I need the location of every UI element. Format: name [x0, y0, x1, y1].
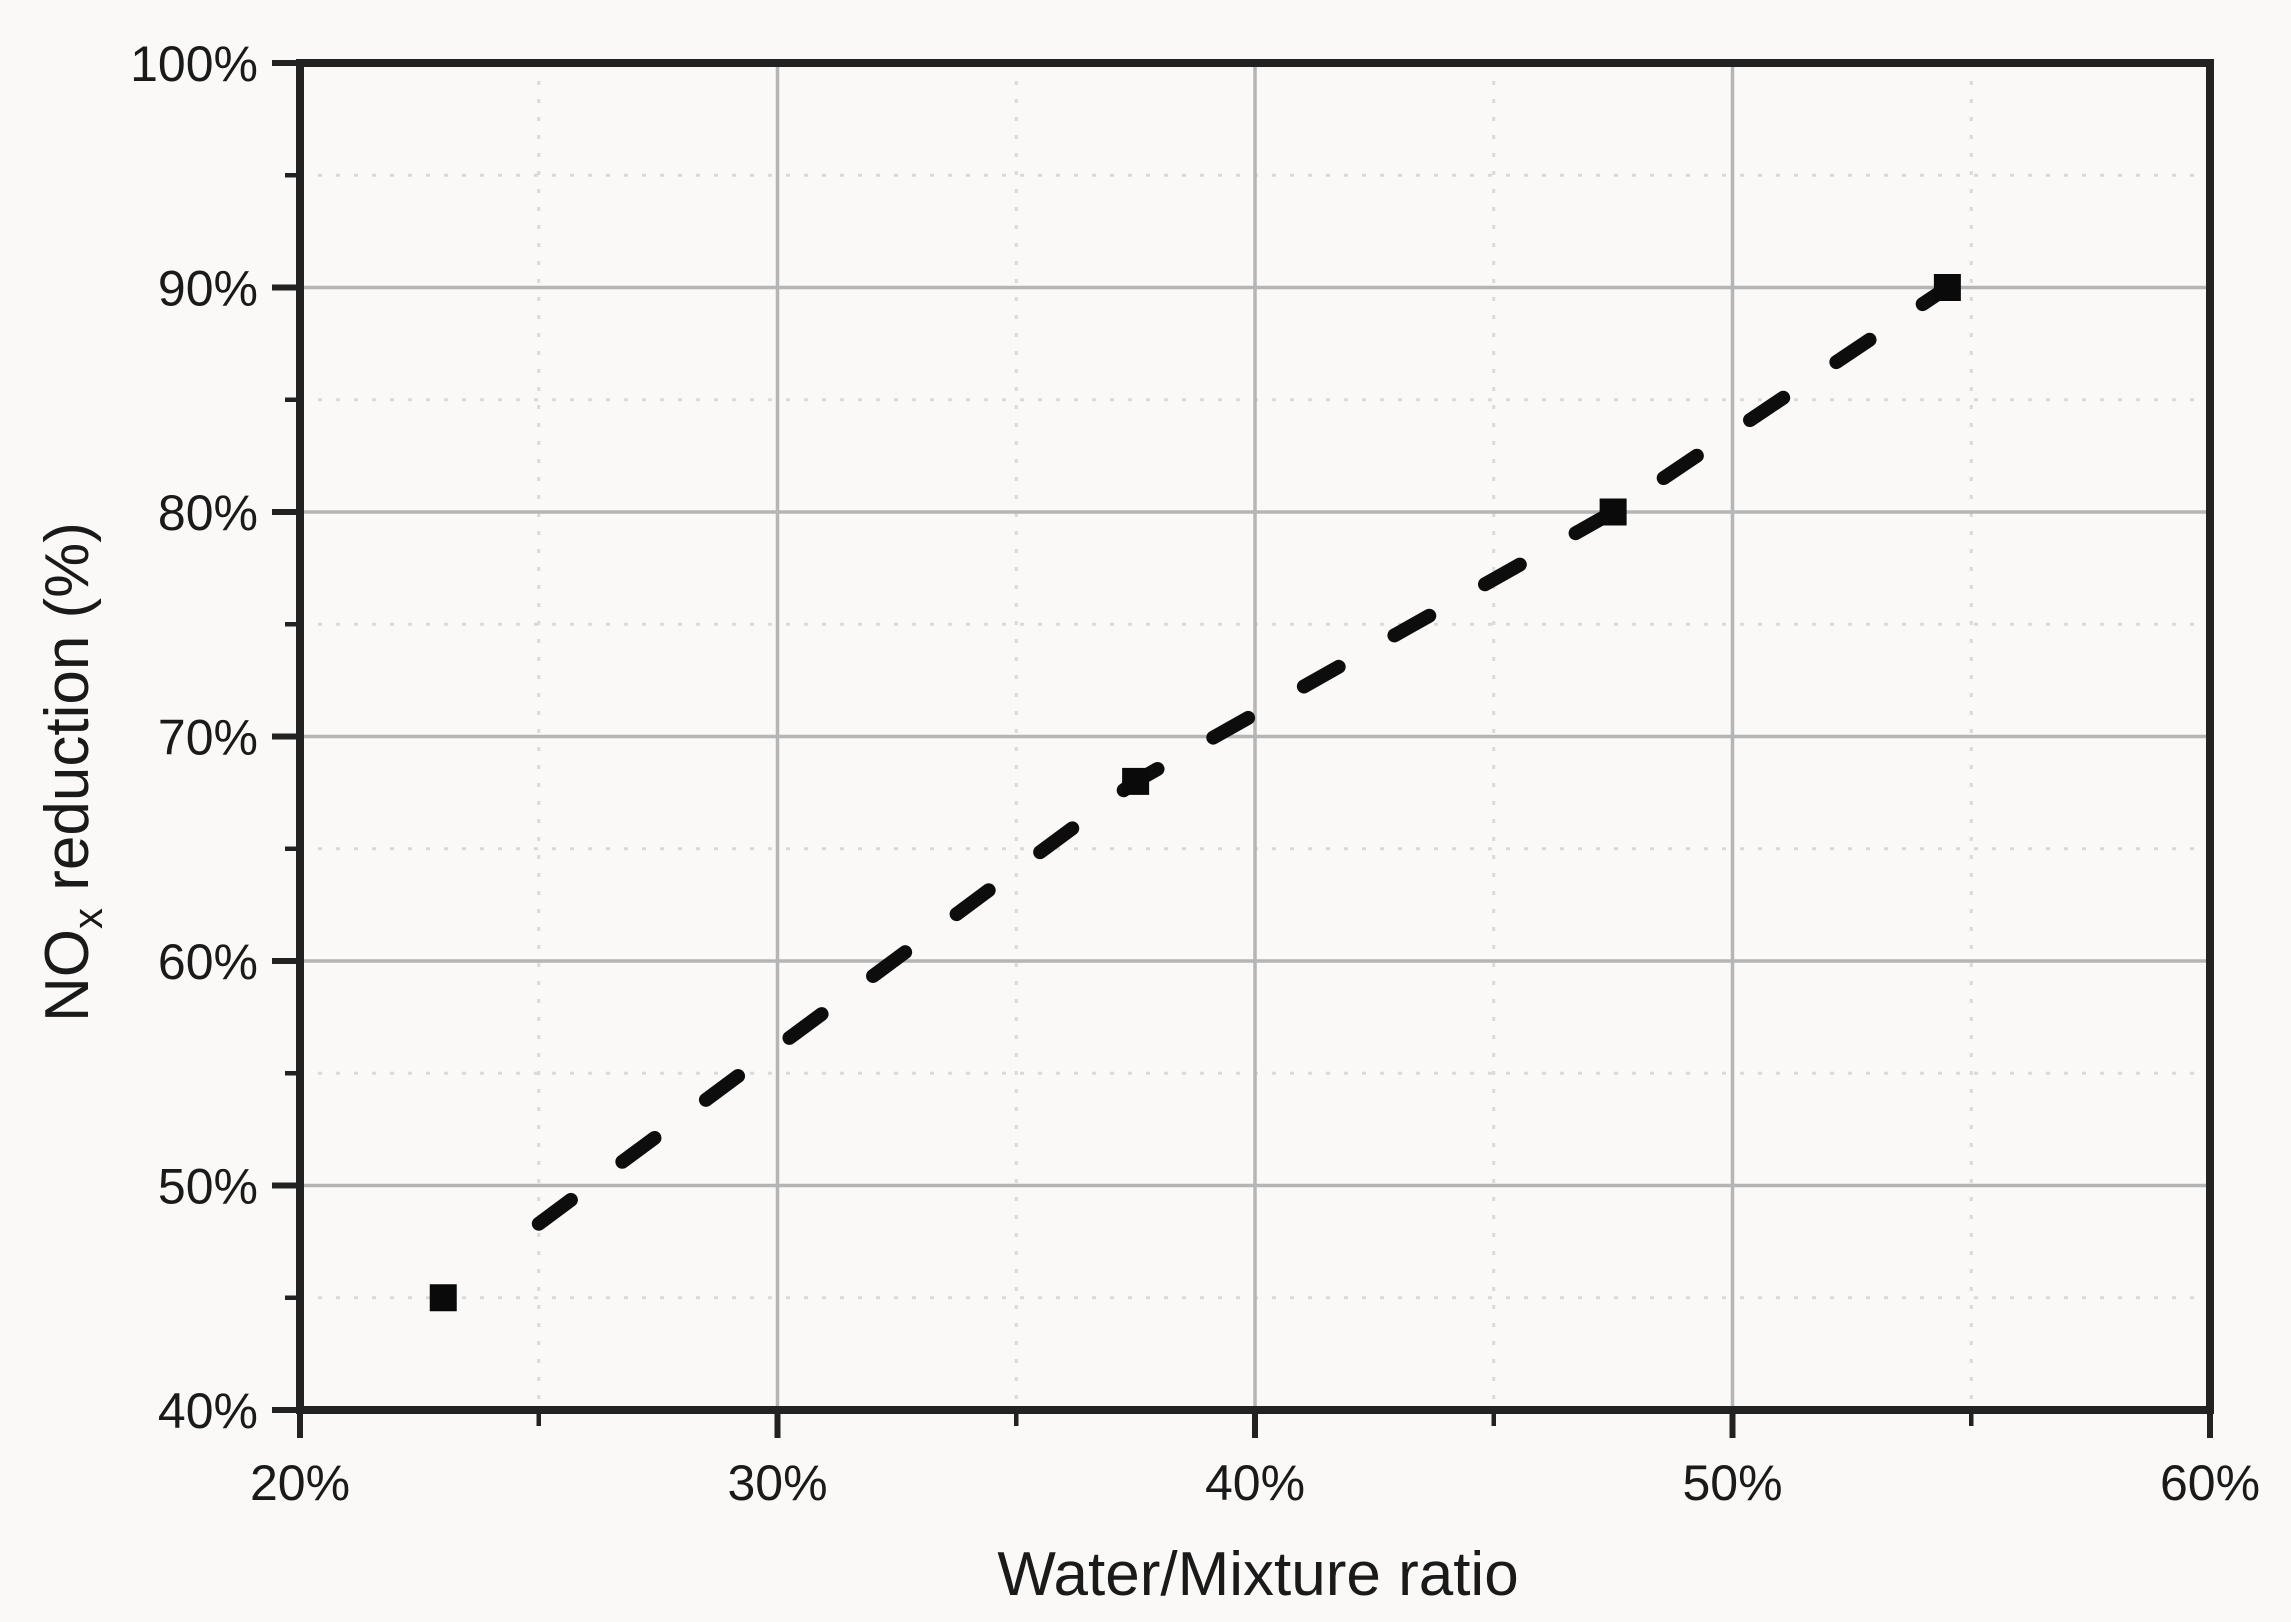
x-axis-title: Water/Mixture ratio	[997, 1540, 1518, 1609]
y-tick-label: 100%	[130, 36, 258, 92]
x-tick-label: 20%	[250, 1455, 350, 1511]
x-tick-label: 30%	[727, 1455, 827, 1511]
data-point-square	[1933, 274, 1961, 301]
y-tick-label: 60%	[158, 934, 258, 990]
y-tick-label: 40%	[158, 1383, 258, 1439]
data-point-square	[429, 1284, 457, 1312]
dashed-trend-line	[531, 280, 1955, 1231]
data-point-square	[1122, 767, 1150, 795]
y-tick-label: 70%	[158, 710, 258, 766]
data-points	[429, 274, 1961, 1312]
major-gridlines	[300, 63, 2210, 1410]
x-tick-label: 50%	[1682, 1455, 1782, 1511]
trend-dashed-path	[531, 280, 1955, 1231]
y-tick-label: 80%	[158, 485, 258, 541]
y-axis-title: NOx reduction (%)	[33, 522, 111, 1022]
y-tick-label: 90%	[158, 261, 258, 317]
data-point-square	[1599, 498, 1627, 526]
y-tick-label: 50%	[158, 1159, 258, 1215]
x-tick-label: 60%	[2160, 1455, 2260, 1511]
axis-tick-labels: 20% 30% 40% 50% 60% 40% 50% 60% 70% 80% 90% 100%	[130, 36, 2260, 1511]
axis-ticks	[272, 60, 2213, 1438]
x-tick-label: 40%	[1205, 1455, 1305, 1511]
